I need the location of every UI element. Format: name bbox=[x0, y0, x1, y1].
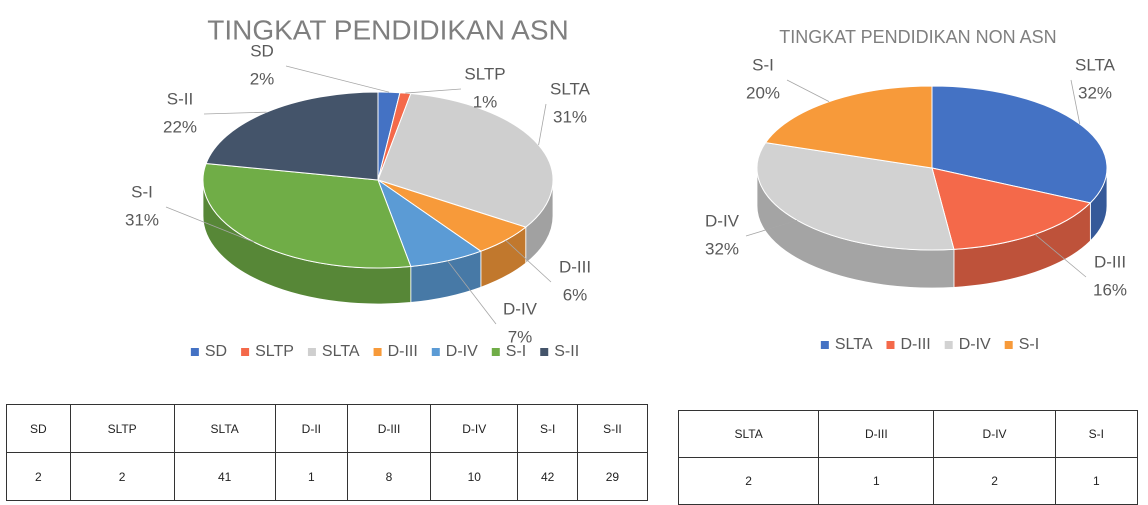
table-cell: 41 bbox=[173, 452, 276, 501]
table-cell: 2 bbox=[677, 457, 820, 505]
table-cell: 8 bbox=[346, 452, 432, 501]
legend-swatch bbox=[373, 348, 382, 356]
header-cell: D-IV bbox=[933, 410, 1056, 458]
legend-label: S-II bbox=[554, 343, 579, 360]
leader-line bbox=[505, 239, 552, 283]
slice bbox=[756, 142, 955, 251]
data-label: 22% bbox=[163, 117, 197, 136]
data-label: 31% bbox=[553, 107, 587, 126]
table: SLTA D-III D-IV S-I 2 1 2 1 bbox=[677, 410, 1139, 505]
data-label-name: S-I bbox=[752, 55, 774, 74]
legend-swatch bbox=[491, 348, 500, 356]
data-label: 31% bbox=[125, 210, 159, 229]
header-cell: S-I bbox=[517, 404, 578, 453]
legend-label: SD bbox=[205, 343, 227, 360]
legend: SD SLTP SLTA D-III D-IV S-I S-II bbox=[190, 343, 579, 360]
data-label: 32% bbox=[1078, 83, 1112, 102]
data-label-name: D-IV bbox=[705, 211, 740, 230]
leader-line bbox=[203, 111, 267, 115]
table-cell: 1 bbox=[274, 452, 348, 501]
header-cell: D-III bbox=[818, 410, 935, 458]
table-row: SLTA D-III D-IV S-I bbox=[677, 410, 1139, 458]
legend-swatch bbox=[540, 348, 549, 356]
legend-label: D-III bbox=[900, 336, 930, 353]
data-label-name: S-II bbox=[167, 89, 193, 108]
leader-line bbox=[1070, 79, 1081, 125]
data-label-name: SLTA bbox=[1075, 55, 1116, 74]
data-label-name: D-III bbox=[559, 257, 591, 276]
slice bbox=[931, 167, 1092, 250]
table-cell: 2 bbox=[933, 457, 1056, 505]
table-cell: 42 bbox=[517, 452, 578, 501]
table-cell: 10 bbox=[430, 452, 519, 501]
charts: TINGKAT PENDIDIKAN ASN TINGKAT PENDIDIKA… bbox=[125, 14, 1127, 360]
leader-line bbox=[1034, 234, 1087, 278]
legend-swatch bbox=[944, 341, 953, 349]
table-cell: 2 bbox=[69, 452, 175, 501]
data-label-name: SLTP bbox=[464, 64, 505, 83]
header-cell: D-III bbox=[346, 404, 432, 453]
data-label: 1% bbox=[473, 92, 498, 111]
legend-label: S-I bbox=[1019, 336, 1039, 353]
table-cell: 29 bbox=[576, 452, 649, 501]
header-cell: S-I bbox=[1054, 410, 1139, 458]
legend-swatch bbox=[886, 341, 895, 349]
data-label-name: SLTA bbox=[550, 79, 591, 98]
header-cell: D-II bbox=[274, 404, 348, 453]
leader-line bbox=[285, 65, 390, 93]
table-cell: 2 bbox=[6, 452, 71, 501]
legend-label: SLTA bbox=[835, 336, 873, 353]
leader-line bbox=[405, 88, 462, 94]
legend-swatch bbox=[241, 348, 250, 356]
legend-swatch bbox=[820, 341, 829, 349]
slice bbox=[205, 91, 379, 181]
data-label: 32% bbox=[705, 239, 739, 258]
legend-swatch bbox=[307, 348, 316, 356]
chart-title: TINGKAT PENDIDIKAN ASN bbox=[207, 14, 568, 45]
slice bbox=[931, 85, 1108, 204]
leader-line bbox=[745, 219, 798, 237]
legend-swatch bbox=[431, 348, 440, 356]
header-cell: SLTA bbox=[677, 410, 820, 458]
header-cell: SD bbox=[6, 404, 71, 453]
chart-title: TINGKAT PENDIDIKAN NON ASN bbox=[779, 27, 1056, 47]
data-label-name: D-IV bbox=[503, 299, 538, 318]
header-cell: S-II bbox=[576, 404, 649, 453]
slice bbox=[202, 162, 412, 269]
data-label: 6% bbox=[563, 285, 588, 304]
data-label-name: D-III bbox=[1094, 252, 1126, 271]
leader-line bbox=[165, 206, 255, 243]
legend-label: D-IV bbox=[446, 343, 478, 360]
table: SD SLTP SLTA D-II D-III D-IV S-I S-II 2 2 41 1 8 10 42… bbox=[6, 404, 649, 501]
legend-label: SLTP bbox=[255, 343, 294, 360]
data-label: 2% bbox=[250, 69, 275, 88]
table-cell: 1 bbox=[1054, 457, 1139, 505]
header-cell: SLTP bbox=[69, 404, 175, 453]
legend-swatch bbox=[190, 348, 199, 356]
legend-label: D-III bbox=[388, 343, 418, 360]
leader-line bbox=[538, 103, 547, 146]
leader-line bbox=[447, 260, 497, 325]
data-label: 20% bbox=[746, 83, 780, 102]
legend: SLTA D-III D-IV S-I bbox=[820, 336, 1039, 353]
header-cell: D-IV bbox=[430, 404, 519, 453]
leader-line bbox=[786, 79, 830, 103]
data-label-name: SD bbox=[250, 41, 274, 60]
legend-label: SLTA bbox=[322, 343, 360, 360]
legend-swatch bbox=[1004, 341, 1013, 349]
table-row: SD SLTP SLTA D-II D-III D-IV S-I S-II bbox=[6, 404, 649, 453]
legend-label: D-IV bbox=[959, 336, 991, 353]
table-row: 2 2 41 1 8 10 42 29 bbox=[6, 452, 649, 501]
header-cell: SLTA bbox=[173, 404, 276, 453]
table-cell: 1 bbox=[818, 457, 935, 505]
data-label-name: S-I bbox=[131, 182, 153, 201]
data-label: 7% bbox=[508, 327, 533, 346]
legend-label: S-I bbox=[506, 343, 526, 360]
data-label: 16% bbox=[1093, 280, 1127, 299]
